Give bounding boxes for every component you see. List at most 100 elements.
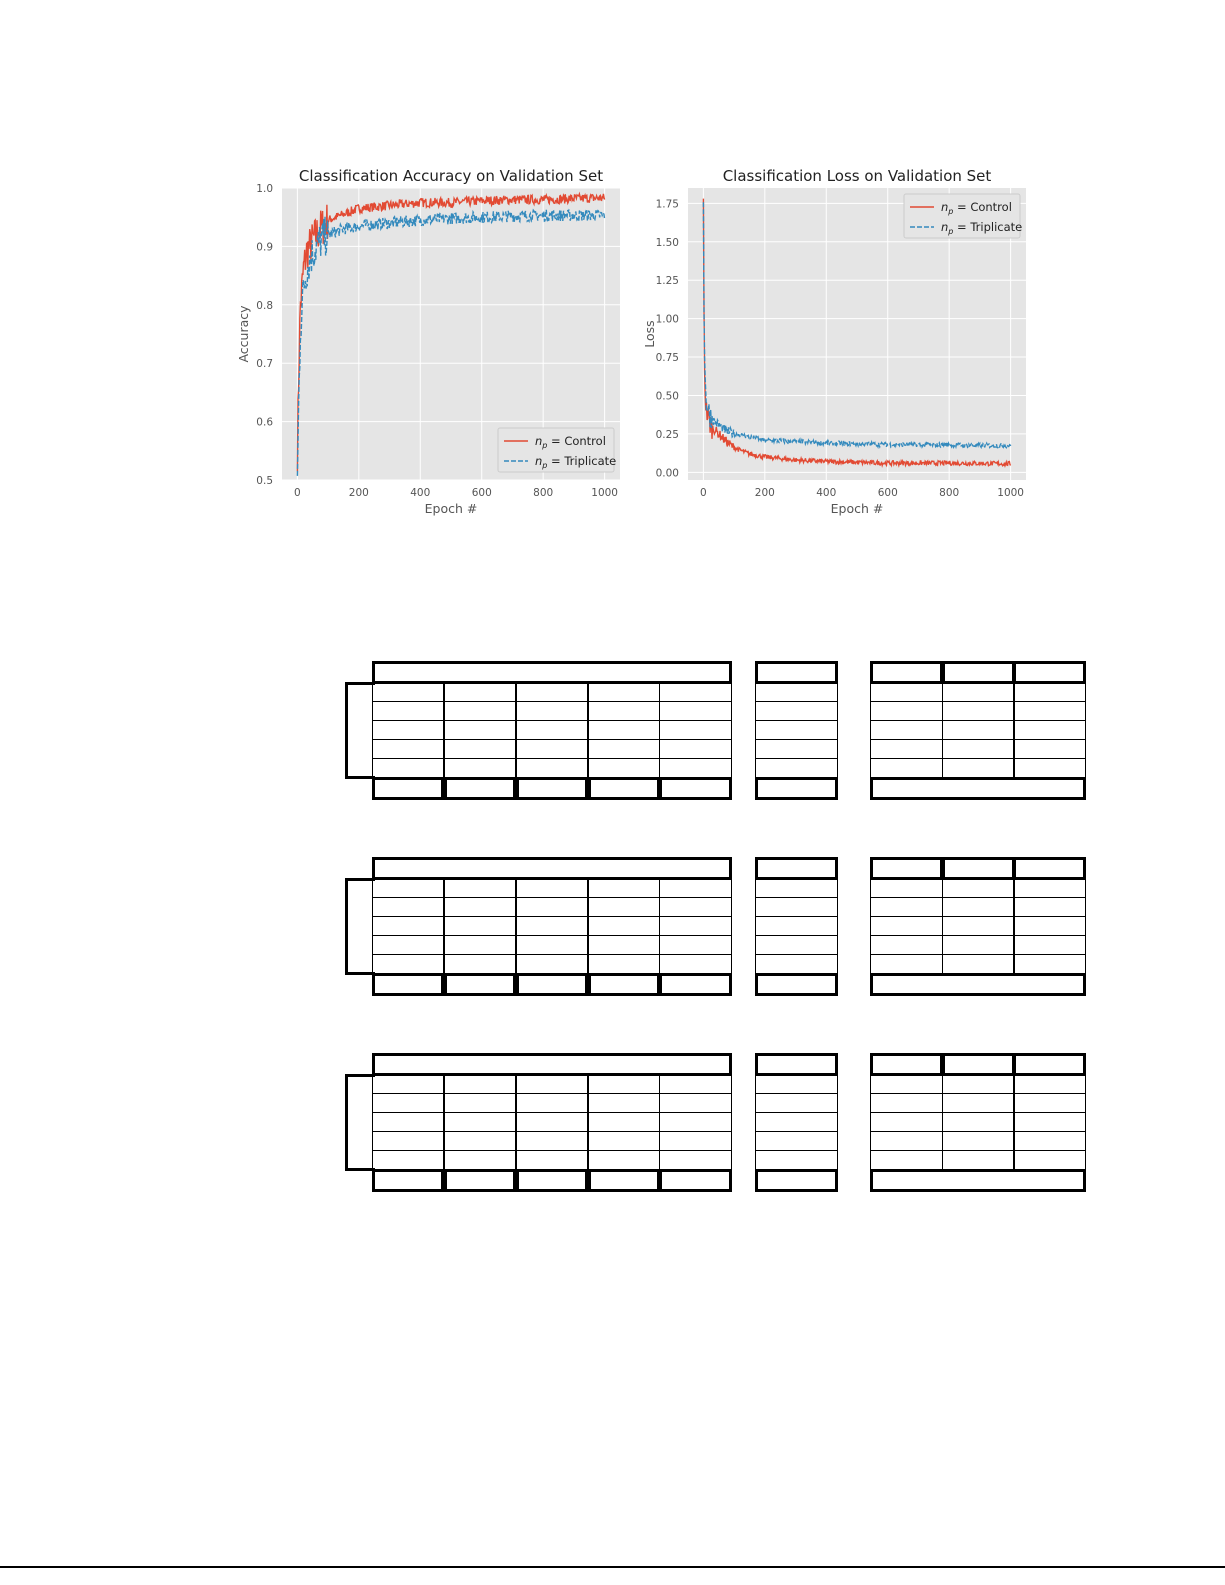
y-axis-label: Loss	[642, 320, 657, 347]
table-header-cell	[755, 1053, 838, 1076]
table-cell	[659, 720, 732, 740]
table-cell	[444, 1112, 516, 1132]
y-tick-label: 0.75	[656, 352, 679, 364]
table-cell	[444, 720, 516, 740]
table-cell	[588, 1074, 660, 1094]
table-cell	[659, 1150, 732, 1170]
table-header-cell	[755, 661, 838, 684]
table-cell	[516, 682, 588, 702]
table-cell	[870, 935, 943, 955]
table-cell	[588, 878, 660, 898]
table-footer-cell	[372, 973, 444, 996]
table-cell	[755, 1150, 838, 1170]
table-cell	[588, 1150, 660, 1170]
table-cell	[516, 1112, 588, 1132]
table-cell	[942, 701, 1015, 721]
legend-symbol: n	[535, 434, 542, 448]
table-cell	[516, 1074, 588, 1094]
table-footer-cell	[444, 1169, 516, 1192]
table-cell	[372, 916, 444, 936]
table-footer-cell	[755, 1169, 838, 1192]
table-cell	[444, 1131, 516, 1151]
table-cell	[516, 701, 588, 721]
table-footer-cell	[755, 973, 838, 996]
y-tick-label: 1.50	[656, 237, 679, 249]
y-tick-label: 0.7	[256, 358, 273, 370]
table-footer-cell	[588, 777, 660, 800]
table-header-cell	[1013, 1053, 1086, 1076]
table-cell	[755, 916, 838, 936]
table-cell	[659, 954, 732, 974]
y-tick-label: 0.8	[256, 300, 273, 312]
table-cell	[444, 897, 516, 917]
table-cell	[659, 739, 732, 759]
table-cell	[372, 682, 444, 702]
table-cell	[755, 935, 838, 955]
table-cell	[516, 878, 588, 898]
table-cell	[870, 1150, 943, 1170]
series-line-triplicate	[296, 208, 606, 476]
table-cell	[1013, 935, 1086, 955]
table-cell	[1013, 682, 1086, 702]
y-axis-label: Accuracy	[236, 305, 251, 363]
table-footer-cell	[372, 1169, 444, 1192]
table-cell	[516, 739, 588, 759]
table-cell	[870, 954, 943, 974]
table-cell	[942, 916, 1015, 936]
y-tick-label: 0.00	[656, 467, 679, 479]
table-cell	[942, 758, 1015, 778]
table-cell	[372, 935, 444, 955]
table-header-cell	[942, 857, 1015, 880]
chart-accuracy: 0 200 400 600 800 1000 0.5 0.6 0.7 0.8 0.9 1.0 Class…	[236, 167, 620, 516]
y-tick-label: 0.5	[256, 475, 273, 487]
table-cell	[659, 1093, 732, 1113]
table-cell	[588, 1112, 660, 1132]
table-cell	[870, 701, 943, 721]
table-cell	[588, 739, 660, 759]
table-header-cell	[870, 857, 943, 880]
series-line-control	[296, 191, 606, 472]
x-tick-label: 200	[755, 487, 775, 499]
table-cell	[942, 739, 1015, 759]
table-cell	[588, 916, 660, 936]
table-cell	[588, 935, 660, 955]
x-tick-label: 0	[700, 487, 707, 499]
series-line-control	[702, 198, 1012, 468]
table-cell	[1013, 720, 1086, 740]
series-line-triplicate	[702, 202, 1012, 450]
table-cell	[444, 758, 516, 778]
table-footer-cell	[372, 777, 444, 800]
table-cell	[755, 1112, 838, 1132]
table-cell	[942, 878, 1015, 898]
table-cell	[870, 897, 943, 917]
table-cell	[659, 916, 732, 936]
table-cell	[870, 1074, 943, 1094]
table-cell	[444, 954, 516, 974]
table-cell	[659, 897, 732, 917]
table-cell	[1013, 1074, 1086, 1094]
x-tick-label: 600	[472, 487, 492, 499]
table-footer-cell	[659, 777, 732, 800]
table-cell	[444, 682, 516, 702]
table-cell	[870, 720, 943, 740]
table-cell	[372, 954, 444, 974]
table-cell	[755, 720, 838, 740]
table-cell	[588, 758, 660, 778]
table-footer-cell	[659, 1169, 732, 1192]
table-row-group-bracket	[345, 1074, 375, 1171]
y-tick-label: 1.0	[256, 183, 273, 195]
x-tick-label: 400	[410, 487, 430, 499]
table-cell	[588, 897, 660, 917]
table-row-group-bracket	[345, 878, 375, 975]
table-cell	[372, 897, 444, 917]
table-cell	[372, 1150, 444, 1170]
table-cell	[1013, 739, 1086, 759]
table-cell	[1013, 1131, 1086, 1151]
x-tick-label: 800	[939, 487, 959, 499]
legend-symbol: n	[535, 454, 542, 468]
x-axis-label: Epoch #	[831, 501, 884, 516]
table-footer-cell	[870, 1169, 1086, 1192]
table-cell	[659, 758, 732, 778]
y-tick-label: 1.75	[656, 198, 679, 210]
